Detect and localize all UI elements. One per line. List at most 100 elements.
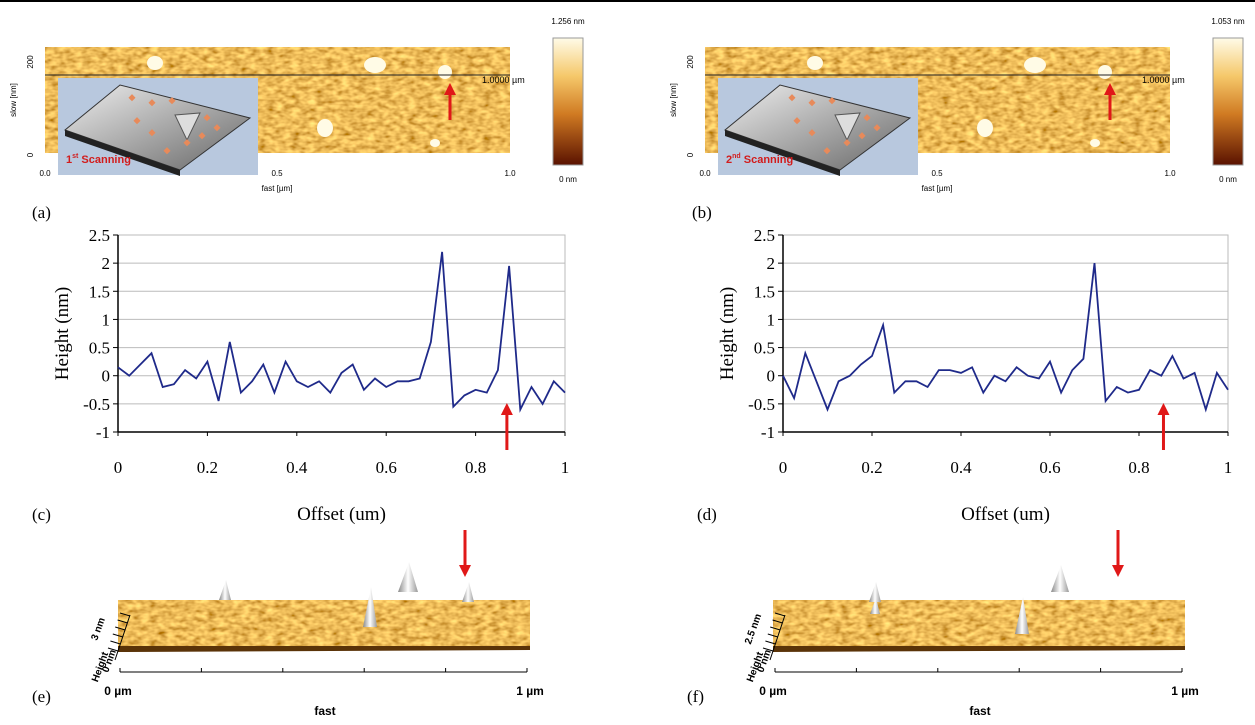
inset-marker: [808, 129, 816, 137]
inset-text: Scanning: [78, 154, 131, 166]
y-tick-label: 2: [102, 254, 111, 273]
particle: [807, 56, 823, 70]
x-start-label: 0 µm: [104, 684, 132, 698]
y-axis-label: slow [nm]: [669, 83, 678, 117]
x-tick-label: 0.5: [931, 169, 943, 178]
y-tick-label: 1.5: [754, 282, 775, 301]
inset-number: 1: [66, 154, 72, 166]
y-tick-label: -0.5: [748, 395, 775, 414]
z-scale-label: 2.5 nm: [743, 612, 764, 646]
y-tick-label: 0.5: [754, 339, 775, 358]
z-tick: [110, 640, 121, 645]
colorbar-max: 1.256 nm: [551, 17, 585, 26]
panel-label: (b): [692, 203, 712, 222]
y-axis-label: slow [nm]: [9, 83, 18, 117]
red-arrow-head: [459, 565, 471, 577]
z-tick: [112, 633, 123, 638]
inset-plate-side: [725, 130, 840, 176]
particle: [1090, 139, 1100, 147]
red-arrow-head: [1157, 403, 1170, 415]
colorbar-min: 0 nm: [559, 175, 577, 184]
x-tick-label: 0: [779, 458, 788, 477]
x-tick-label: 0.4: [286, 458, 308, 477]
x-end-label: 1 µm: [1171, 684, 1199, 698]
x-axis-label: fast: [969, 704, 990, 718]
red-arrow-head: [1104, 83, 1116, 95]
peak: [219, 580, 231, 600]
x-start-label: 0 µm: [759, 684, 787, 698]
z-tick: [765, 640, 776, 645]
inset-marker: [823, 147, 831, 155]
inset-marker: [203, 114, 211, 122]
y-tick-label: -1: [96, 423, 110, 442]
surface-front: [773, 645, 1185, 652]
peak: [869, 582, 881, 602]
x-end-label: 1 µm: [516, 684, 544, 698]
inset-label: 1st Scanning: [66, 153, 131, 166]
peak: [398, 562, 418, 592]
plot-frame: [782, 234, 1229, 433]
x-tick-label: 0.0: [699, 169, 711, 178]
x-tick-label: 0.8: [1128, 458, 1149, 477]
x-tick-label: 0.6: [376, 458, 397, 477]
inset-marker: [213, 124, 221, 132]
inset-suffix: st: [72, 153, 79, 160]
red-arrow-head: [444, 83, 456, 95]
surface: [773, 600, 1185, 646]
panel-label: (e): [32, 687, 51, 706]
y-tick-label: 2.5: [89, 226, 110, 245]
colorbar: [552, 37, 584, 166]
panel-label: (c): [32, 505, 51, 524]
colorbar-min: 0 nm: [1219, 175, 1237, 184]
z-tick: [772, 619, 783, 624]
colorbar: [1212, 37, 1244, 166]
x-tick-label: 1.0: [504, 169, 516, 178]
line-label: 1.0000 µm: [482, 75, 525, 85]
panel-label: (d): [697, 505, 717, 524]
inset-marker: [863, 114, 871, 122]
surface: [118, 600, 530, 646]
z-tick: [107, 647, 119, 652]
inset-suffix: nd: [732, 153, 741, 160]
particle: [317, 119, 333, 137]
inset-marker: [788, 94, 796, 102]
x-tick-label: 0: [114, 458, 123, 477]
peak: [1051, 565, 1069, 592]
x-tick-label: 0.8: [465, 458, 486, 477]
inset-tip: [174, 112, 201, 142]
y-tick-label: 0: [26, 152, 35, 157]
inset-marker: [148, 99, 156, 107]
inset-text: Scanning: [741, 154, 794, 166]
y-tick-label: 1: [767, 310, 776, 329]
y-tick-label: 0: [102, 367, 111, 386]
y-tick-label: 2: [767, 254, 776, 273]
inset-marker: [133, 117, 141, 125]
red-arrow-head: [1112, 565, 1124, 577]
red-arrow-head: [500, 403, 513, 415]
particle: [430, 139, 440, 147]
x-tick-label: 0.4: [950, 458, 972, 477]
inset-plate: [723, 84, 912, 171]
inset-marker: [873, 124, 881, 132]
inset-marker: [858, 132, 866, 140]
inset-marker: [183, 139, 191, 147]
line-label: 1.0000 µm: [1142, 75, 1185, 85]
particle: [364, 57, 386, 73]
surface-front: [118, 645, 530, 652]
z-tick: [119, 612, 131, 617]
x-axis-label: Offset (um): [961, 504, 1050, 525]
z-tick: [115, 626, 126, 631]
x-tick-label: 0.6: [1039, 458, 1060, 477]
y-tick-label: 1.5: [89, 282, 110, 301]
data-line: [782, 262, 1229, 413]
particle: [1098, 65, 1112, 79]
colorbar-max: 1.053 nm: [1211, 17, 1245, 26]
y-tick-label: 0.5: [89, 339, 110, 358]
particle: [1024, 57, 1046, 73]
x-axis-label: Offset (um): [297, 504, 386, 525]
y-tick-label: 200: [686, 55, 695, 69]
x-tick-label: 1: [1224, 458, 1233, 477]
panel-label: (f): [687, 687, 704, 706]
z-tick: [774, 612, 786, 617]
z-scale-label: 3 nm: [89, 616, 107, 642]
